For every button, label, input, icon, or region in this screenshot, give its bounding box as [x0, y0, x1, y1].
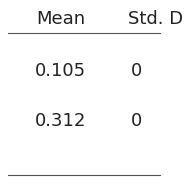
Text: 0: 0: [131, 62, 142, 80]
Text: 0: 0: [131, 112, 142, 130]
Text: Mean: Mean: [36, 10, 85, 28]
Text: 0.105: 0.105: [35, 62, 86, 80]
Text: 0.312: 0.312: [35, 112, 86, 130]
Text: Std. D: Std. D: [128, 10, 183, 28]
